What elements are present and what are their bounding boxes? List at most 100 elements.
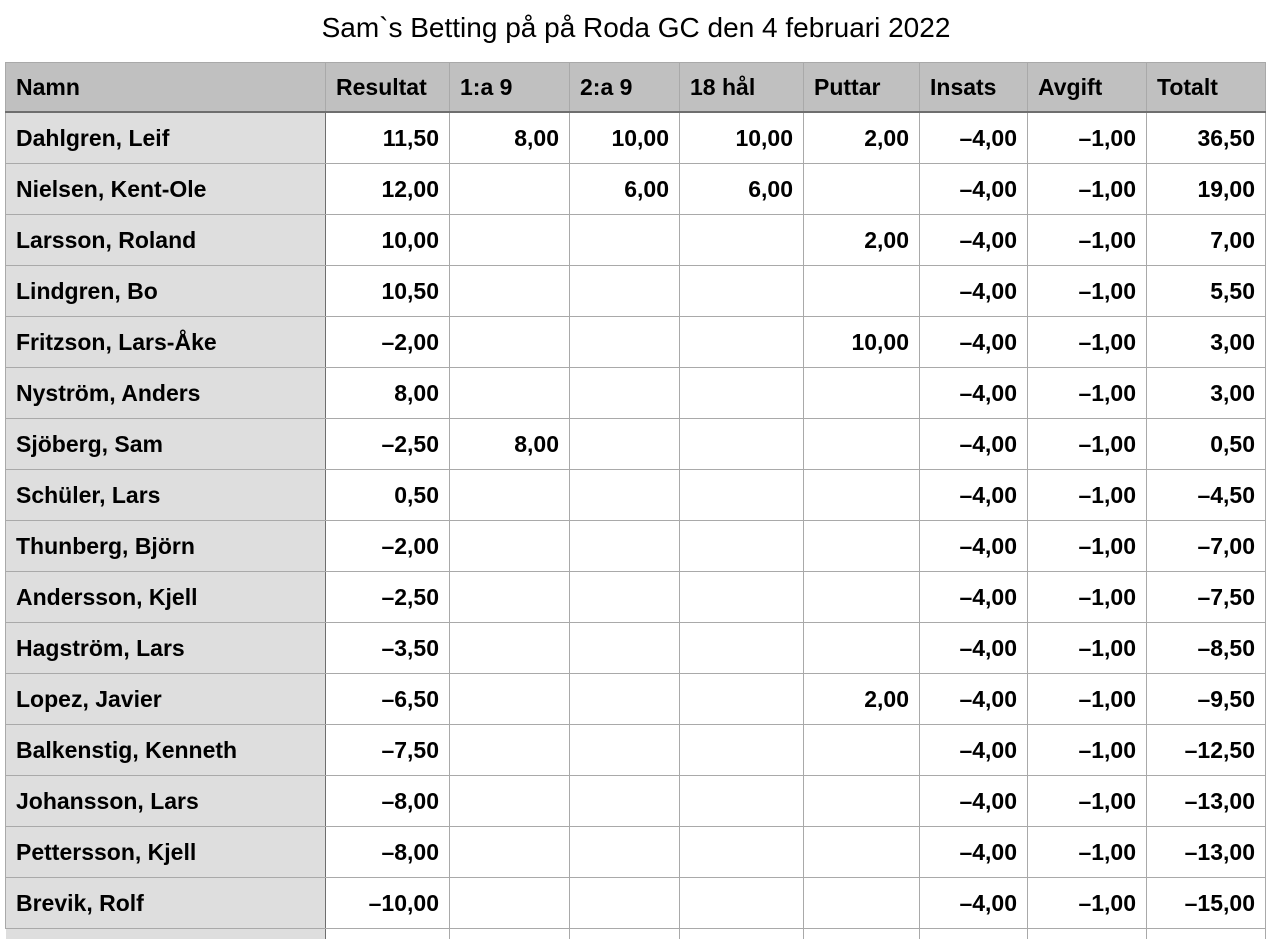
avgift-cell[interactable]: –1,00 bbox=[1028, 215, 1147, 266]
eighteen-holes-cell[interactable] bbox=[680, 572, 804, 623]
resultat-cell[interactable]: –2,50 bbox=[326, 419, 450, 470]
totalt-cell[interactable]: –8,50 bbox=[1147, 623, 1266, 674]
resultat-cell[interactable]: 12,00 bbox=[326, 164, 450, 215]
avgift-cell[interactable]: –1,00 bbox=[1028, 878, 1147, 929]
eighteen-holes-cell[interactable] bbox=[680, 266, 804, 317]
puttar-cell[interactable] bbox=[804, 266, 920, 317]
empty-cell[interactable] bbox=[326, 929, 450, 939]
eighteen-holes-cell[interactable] bbox=[680, 521, 804, 572]
insats-cell[interactable]: –4,00 bbox=[920, 674, 1028, 725]
name-cell[interactable]: Balkenstig, Kenneth bbox=[6, 725, 326, 776]
avgift-cell[interactable]: –1,00 bbox=[1028, 266, 1147, 317]
first-nine-cell[interactable]: 8,00 bbox=[450, 419, 570, 470]
eighteen-holes-cell[interactable] bbox=[680, 827, 804, 878]
insats-cell[interactable]: –4,00 bbox=[920, 164, 1028, 215]
puttar-cell[interactable] bbox=[804, 827, 920, 878]
puttar-cell[interactable]: 2,00 bbox=[804, 674, 920, 725]
column-header-puttar[interactable]: Puttar bbox=[804, 63, 920, 113]
column-header-insats[interactable]: Insats bbox=[920, 63, 1028, 113]
first-nine-cell[interactable] bbox=[450, 878, 570, 929]
name-cell[interactable]: Lindgren, Bo bbox=[6, 266, 326, 317]
totalt-cell[interactable]: 3,00 bbox=[1147, 317, 1266, 368]
first-nine-cell[interactable]: 8,00 bbox=[450, 112, 570, 164]
totalt-cell[interactable]: –7,00 bbox=[1147, 521, 1266, 572]
insats-cell[interactable]: –4,00 bbox=[920, 470, 1028, 521]
second-nine-cell[interactable] bbox=[570, 572, 680, 623]
avgift-cell[interactable]: –1,00 bbox=[1028, 368, 1147, 419]
puttar-cell[interactable] bbox=[804, 878, 920, 929]
puttar-cell[interactable] bbox=[804, 776, 920, 827]
totalt-cell[interactable]: –13,00 bbox=[1147, 776, 1266, 827]
avgift-cell[interactable]: –1,00 bbox=[1028, 164, 1147, 215]
avgift-cell[interactable]: –1,00 bbox=[1028, 419, 1147, 470]
name-cell[interactable]: Andersson, Kjell bbox=[6, 572, 326, 623]
avgift-cell[interactable]: –1,00 bbox=[1028, 623, 1147, 674]
eighteen-holes-cell[interactable] bbox=[680, 725, 804, 776]
second-nine-cell[interactable] bbox=[570, 623, 680, 674]
resultat-cell[interactable]: –2,50 bbox=[326, 572, 450, 623]
insats-cell[interactable]: –4,00 bbox=[920, 725, 1028, 776]
resultat-cell[interactable]: 10,00 bbox=[326, 215, 450, 266]
empty-cell[interactable] bbox=[570, 929, 680, 939]
avgift-cell[interactable]: –1,00 bbox=[1028, 776, 1147, 827]
puttar-cell[interactable] bbox=[804, 164, 920, 215]
empty-cell[interactable] bbox=[6, 929, 326, 939]
name-cell[interactable]: Sjöberg, Sam bbox=[6, 419, 326, 470]
insats-cell[interactable]: –4,00 bbox=[920, 215, 1028, 266]
column-header-eighteen-holes[interactable]: 18 hål bbox=[680, 63, 804, 113]
resultat-cell[interactable]: 11,50 bbox=[326, 112, 450, 164]
insats-cell[interactable]: –4,00 bbox=[920, 266, 1028, 317]
puttar-cell[interactable]: 2,00 bbox=[804, 215, 920, 266]
puttar-cell[interactable] bbox=[804, 419, 920, 470]
eighteen-holes-cell[interactable] bbox=[680, 776, 804, 827]
empty-cell[interactable] bbox=[920, 929, 1028, 939]
puttar-cell[interactable] bbox=[804, 368, 920, 419]
totalt-cell[interactable]: –9,50 bbox=[1147, 674, 1266, 725]
insats-cell[interactable]: –4,00 bbox=[920, 112, 1028, 164]
column-header-totalt[interactable]: Totalt bbox=[1147, 63, 1266, 113]
name-cell[interactable]: Larsson, Roland bbox=[6, 215, 326, 266]
avgift-cell[interactable]: –1,00 bbox=[1028, 112, 1147, 164]
avgift-cell[interactable]: –1,00 bbox=[1028, 725, 1147, 776]
first-nine-cell[interactable] bbox=[450, 521, 570, 572]
second-nine-cell[interactable] bbox=[570, 827, 680, 878]
puttar-cell[interactable]: 2,00 bbox=[804, 112, 920, 164]
column-header-second-nine[interactable]: 2:a 9 bbox=[570, 63, 680, 113]
insats-cell[interactable]: –4,00 bbox=[920, 572, 1028, 623]
eighteen-holes-cell[interactable] bbox=[680, 419, 804, 470]
eighteen-holes-cell[interactable] bbox=[680, 368, 804, 419]
puttar-cell[interactable] bbox=[804, 572, 920, 623]
eighteen-holes-cell[interactable]: 6,00 bbox=[680, 164, 804, 215]
first-nine-cell[interactable] bbox=[450, 725, 570, 776]
insats-cell[interactable]: –4,00 bbox=[920, 827, 1028, 878]
name-cell[interactable]: Nyström, Anders bbox=[6, 368, 326, 419]
resultat-cell[interactable]: –3,50 bbox=[326, 623, 450, 674]
first-nine-cell[interactable] bbox=[450, 674, 570, 725]
second-nine-cell[interactable] bbox=[570, 215, 680, 266]
avgift-cell[interactable]: –1,00 bbox=[1028, 470, 1147, 521]
insats-cell[interactable]: –4,00 bbox=[920, 368, 1028, 419]
totalt-cell[interactable]: 7,00 bbox=[1147, 215, 1266, 266]
second-nine-cell[interactable] bbox=[570, 368, 680, 419]
resultat-cell[interactable]: –2,00 bbox=[326, 521, 450, 572]
insats-cell[interactable]: –4,00 bbox=[920, 317, 1028, 368]
insats-cell[interactable]: –4,00 bbox=[920, 419, 1028, 470]
avgift-cell[interactable]: –1,00 bbox=[1028, 521, 1147, 572]
totalt-cell[interactable]: 3,00 bbox=[1147, 368, 1266, 419]
empty-cell[interactable] bbox=[680, 929, 804, 939]
eighteen-holes-cell[interactable] bbox=[680, 215, 804, 266]
avgift-cell[interactable]: –1,00 bbox=[1028, 827, 1147, 878]
avgift-cell[interactable]: –1,00 bbox=[1028, 317, 1147, 368]
insats-cell[interactable]: –4,00 bbox=[920, 776, 1028, 827]
name-cell[interactable]: Dahlgren, Leif bbox=[6, 112, 326, 164]
totalt-cell[interactable]: –4,50 bbox=[1147, 470, 1266, 521]
first-nine-cell[interactable] bbox=[450, 572, 570, 623]
name-cell[interactable]: Fritzson, Lars-Åke bbox=[6, 317, 326, 368]
first-nine-cell[interactable] bbox=[450, 776, 570, 827]
resultat-cell[interactable]: –7,50 bbox=[326, 725, 450, 776]
first-nine-cell[interactable] bbox=[450, 623, 570, 674]
second-nine-cell[interactable] bbox=[570, 419, 680, 470]
avgift-cell[interactable]: –1,00 bbox=[1028, 572, 1147, 623]
second-nine-cell[interactable]: 10,00 bbox=[570, 112, 680, 164]
resultat-cell[interactable]: –10,00 bbox=[326, 878, 450, 929]
